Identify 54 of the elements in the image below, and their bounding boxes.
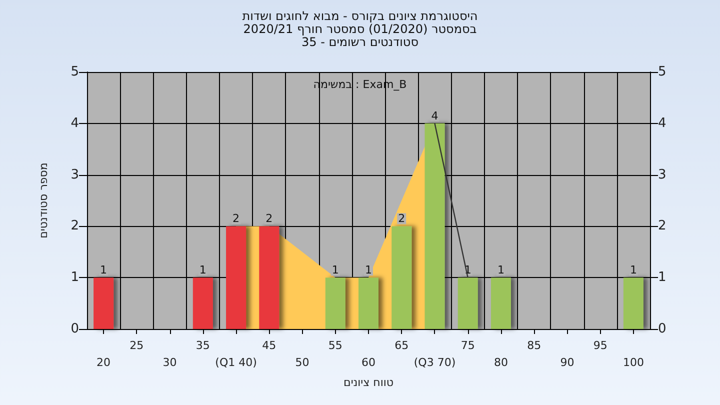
x-tick-label: 50: [295, 356, 310, 369]
x-tick-label: 95: [593, 339, 608, 352]
bar: [424, 123, 445, 329]
x-tick-label: 90: [560, 356, 574, 369]
y-tick-label: 3: [70, 167, 79, 182]
bar: [94, 278, 114, 329]
y-tick-label: 1: [70, 270, 79, 286]
x-tick-label: 100: [622, 356, 644, 369]
data-label: 2: [398, 212, 406, 226]
chart-title: היסטוגרמת ציונים בקורס - מבוא לחוגים ושדות: [241, 9, 479, 23]
data-label: 1: [100, 264, 108, 277]
data-label: 2: [232, 212, 240, 226]
bar: [490, 278, 511, 329]
bar: [192, 278, 213, 329]
x-tick-label: 75: [460, 339, 475, 352]
y2-tick-label: 1: [658, 270, 666, 286]
bar: [259, 226, 280, 329]
y-tick-label: 4: [70, 116, 79, 131]
x-tick-label: (Q3 70): [414, 356, 456, 369]
x-tick-label: 30: [162, 356, 177, 369]
x-tick-label: 20: [96, 356, 111, 369]
data-label: 1: [497, 264, 504, 277]
x-tick-label: 85: [527, 339, 542, 352]
bar: [458, 278, 478, 329]
x-tick-label: 65: [394, 339, 409, 352]
bar: [226, 226, 246, 329]
data-label: 1: [199, 264, 206, 277]
data-label: 1: [332, 264, 339, 277]
x-axis-title: טווח ציונים: [344, 376, 394, 389]
x-tick-label: 25: [130, 339, 144, 352]
data-label: 4: [431, 109, 438, 122]
data-label: 1: [365, 264, 372, 277]
y2-tick-label: 2: [658, 218, 666, 234]
y2-tick-label: 5: [658, 64, 666, 80]
y-tick-label: 5: [70, 64, 79, 80]
data-label: 2: [266, 212, 273, 226]
y2-tick-label: 3: [658, 167, 666, 182]
x-tick-label: (Q1 40): [215, 356, 257, 369]
y-tick-label: 0: [70, 322, 79, 336]
bar: [392, 226, 412, 329]
y2-tick-label: 4: [658, 116, 666, 131]
x-tick-label: 35: [196, 339, 210, 352]
y2-tick-label: 0: [658, 322, 666, 336]
x-tick-label: 80: [494, 356, 508, 369]
y-axis-title: מספר סטודנטים: [37, 162, 50, 238]
x-tick-label: 55: [328, 339, 342, 352]
x-tick-label: 60: [362, 356, 376, 369]
y-tick-label: 2: [70, 218, 79, 234]
bar: [325, 278, 346, 329]
x-tick-label: 45: [262, 339, 276, 352]
bar: [358, 278, 378, 329]
chart-subtitle: בסמסטר (01/2020) סמסטר חורף 2020/21 סטודנטים רשומים - 35: [242, 22, 478, 49]
data-label: 1: [630, 264, 637, 277]
bar: [623, 278, 644, 329]
